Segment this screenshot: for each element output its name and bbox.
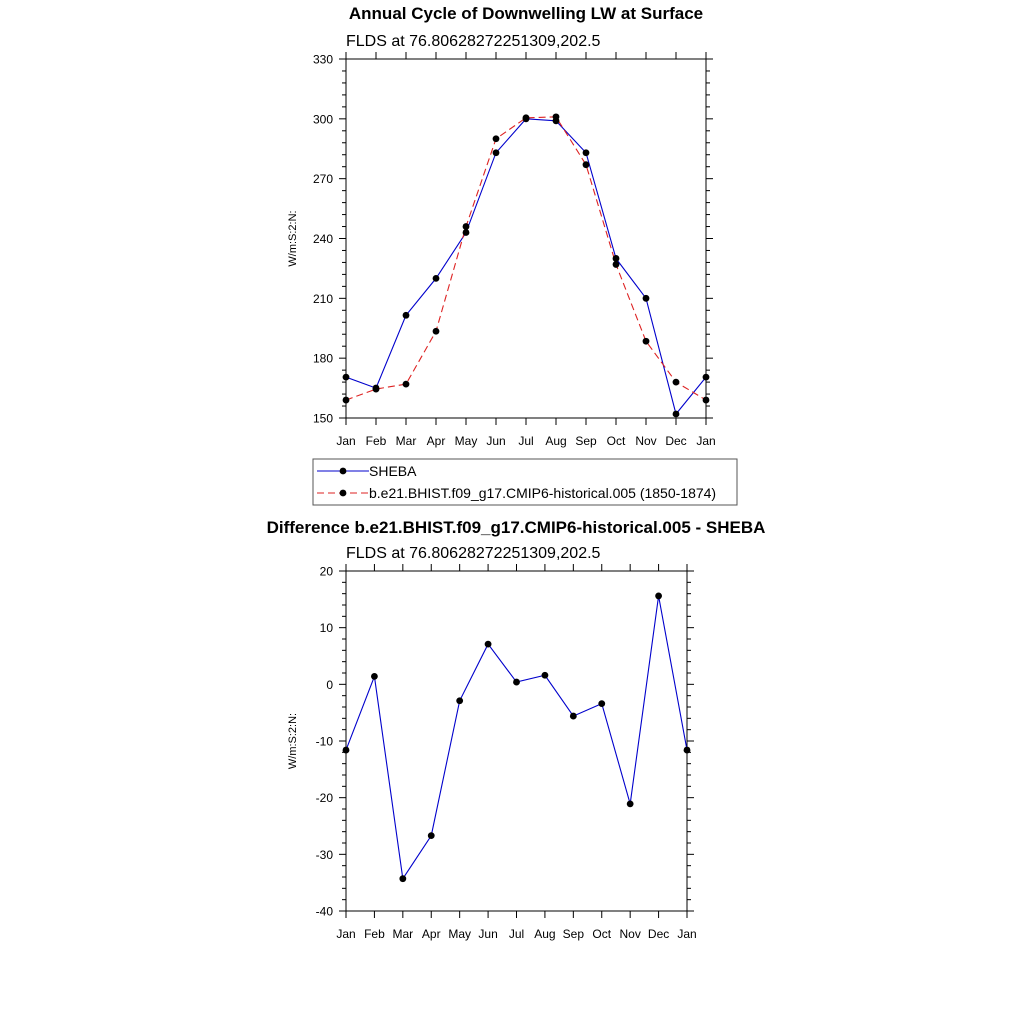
legend-box bbox=[312, 458, 738, 506]
chart-1-series-2-point bbox=[642, 337, 650, 345]
chart-1-ytick-label: 240 bbox=[313, 232, 333, 246]
legend-marker-1 bbox=[339, 467, 347, 475]
chart-2-series-1-point bbox=[513, 678, 520, 686]
chart-1-series-2-point bbox=[702, 396, 710, 404]
chart-1-series-2-point bbox=[672, 378, 680, 386]
chart-1-xtick-label: May bbox=[455, 434, 478, 448]
chart-2-series-1-point bbox=[342, 746, 350, 754]
chart-2-series-1-point bbox=[399, 875, 407, 883]
chart-1-xtick-label: Dec bbox=[665, 434, 686, 448]
chart-2-xtick-label: Jun bbox=[478, 927, 497, 941]
chart-1-ytick-label: 330 bbox=[313, 53, 333, 67]
chart-2-xtick-label: Oct bbox=[592, 927, 611, 941]
legend-marker-2 bbox=[339, 489, 347, 497]
chart-2-ytick-label: 10 bbox=[320, 621, 334, 635]
chart-2-xtick-label: Nov bbox=[619, 927, 640, 941]
chart-1-series-1-point bbox=[462, 229, 470, 236]
chart-2-subtitle: FLDS at 76.80628272251309,202.5 bbox=[346, 545, 601, 562]
chart-2-series-1-point bbox=[427, 832, 435, 840]
chart-1-ytick-label: 270 bbox=[313, 172, 333, 186]
chart-2-xtick-label: Sep bbox=[563, 927, 585, 941]
chart-1-ytick-label: 180 bbox=[313, 352, 333, 366]
chart-1-series-1-point bbox=[672, 410, 680, 418]
chart-2-ytick-label: -20 bbox=[316, 791, 334, 805]
chart-1-series-1-point bbox=[702, 373, 710, 381]
chart-2-ylabel: W/m:S:2:N: bbox=[287, 713, 299, 769]
chart-1-series-1-point bbox=[582, 149, 590, 157]
chart-1-series-1-point bbox=[612, 255, 620, 262]
chart-2-series-1-point bbox=[484, 640, 492, 648]
chart-1-series-1-point bbox=[402, 311, 410, 319]
chart-1-ytick-label: 150 bbox=[313, 412, 333, 426]
chart-2-series-1-point bbox=[626, 800, 634, 808]
chart-2-series-1-point bbox=[371, 673, 378, 680]
chart-1-ytick-label: 210 bbox=[313, 292, 333, 306]
chart-1-xtick-label: Mar bbox=[396, 434, 417, 448]
chart-1-series-2-point bbox=[372, 385, 380, 393]
chart-1-xtick-label: Feb bbox=[366, 434, 387, 448]
chart-1-series-2-point bbox=[432, 327, 440, 335]
chart-1-xtick-label: Nov bbox=[635, 434, 656, 448]
chart-2-xtick-label: Jan bbox=[677, 927, 696, 941]
chart-1-series-2-point bbox=[342, 396, 350, 404]
chart-1-plot: Jan Feb Mar Apr May Jun Jul Aug Sep Oct Nov Dec Jan1… bbox=[287, 52, 716, 448]
chart-1-series-2-point bbox=[612, 261, 620, 268]
chart-2-ytick-label: 20 bbox=[320, 565, 334, 579]
chart-1-xtick-label: Jul bbox=[518, 434, 533, 448]
chart-1-series-2-point bbox=[462, 223, 470, 230]
chart-2-xtick-label: May bbox=[448, 927, 471, 941]
chart-1-ytick-label: 300 bbox=[313, 112, 333, 126]
chart-2-ytick-label: 0 bbox=[326, 678, 333, 692]
chart-2-xtick-label: Feb bbox=[364, 927, 385, 941]
chart-1-series-2-point bbox=[582, 161, 590, 169]
chart-1-series-2-line bbox=[345, 116, 707, 401]
chart-1-series-2-point bbox=[492, 135, 500, 143]
chart-1-xtick-label: Oct bbox=[607, 434, 626, 448]
chart-2-series-1-line bbox=[345, 595, 688, 881]
chart-2-series-1-point bbox=[598, 700, 606, 707]
chart-2-xtick-label: Dec bbox=[648, 927, 669, 941]
chart-2-title: Difference b.e21.BHIST.f09_g17.CMIP6-his… bbox=[267, 518, 766, 537]
legend-label-2: b.e21.BHIST.f09_g17.CMIP6-historical.005… bbox=[369, 485, 716, 501]
legend-label-1: SHEBA bbox=[369, 463, 417, 479]
chart-2-xtick-label: Aug bbox=[534, 927, 555, 941]
chart-1-xtick-label: Aug bbox=[545, 434, 566, 448]
chart-1-series-1-point bbox=[492, 149, 500, 157]
chart-2-series-1-point bbox=[456, 697, 464, 705]
chart-2-xtick-label: Mar bbox=[392, 927, 413, 941]
chart-1-subtitle: FLDS at 76.80628272251309,202.5 bbox=[346, 33, 601, 50]
chart-2-series-1-point bbox=[655, 592, 662, 600]
chart-1-frame bbox=[345, 58, 707, 419]
chart-1-xtick-label: Jun bbox=[486, 434, 505, 448]
chart-1-xtick-label: Sep bbox=[575, 434, 597, 448]
chart-2-ytick-label: -10 bbox=[316, 735, 334, 749]
chart-1-ylabel: W/m:S:2:N: bbox=[287, 210, 299, 266]
chart-2-frame bbox=[345, 570, 688, 912]
chart-2-ytick-label: -40 bbox=[316, 905, 334, 919]
chart-1-title: Annual Cycle of Downwelling LW at Surfac… bbox=[349, 4, 703, 23]
chart-2-series-1-point bbox=[569, 712, 577, 720]
chart-2-plot: Jan Feb Mar Apr May Jun Jul Aug Sep Oct Nov Dec Jan-… bbox=[287, 564, 697, 941]
chart-1-series-1-point bbox=[432, 274, 440, 282]
chart-2-series-1-point bbox=[683, 746, 691, 754]
chart-2-xtick-label: Apr bbox=[422, 927, 441, 941]
chart-1-series-1-line bbox=[345, 118, 707, 416]
chart-2-series-1-point bbox=[541, 671, 549, 679]
chart-1-series-1-point bbox=[642, 294, 650, 302]
chart-1-series-1-point bbox=[342, 373, 350, 381]
chart-2-xtick-label: Jul bbox=[509, 927, 524, 941]
chart-2-ytick-label: -30 bbox=[316, 848, 334, 862]
chart-1-series-2-point bbox=[522, 114, 530, 122]
chart-1-xtick-label: Jan bbox=[696, 434, 715, 448]
chart-2-xtick-label: Jan bbox=[336, 927, 355, 941]
chart-1-series-2-point bbox=[402, 380, 410, 388]
chart-1-xtick-label: Apr bbox=[427, 434, 446, 448]
chart-1-series-2-point bbox=[552, 113, 560, 121]
chart-1-legend: SHEBA b.e21.BHIST.f09_g17.CMIP6-historica… bbox=[312, 458, 738, 506]
chart-1-xtick-label: Jan bbox=[336, 434, 355, 448]
